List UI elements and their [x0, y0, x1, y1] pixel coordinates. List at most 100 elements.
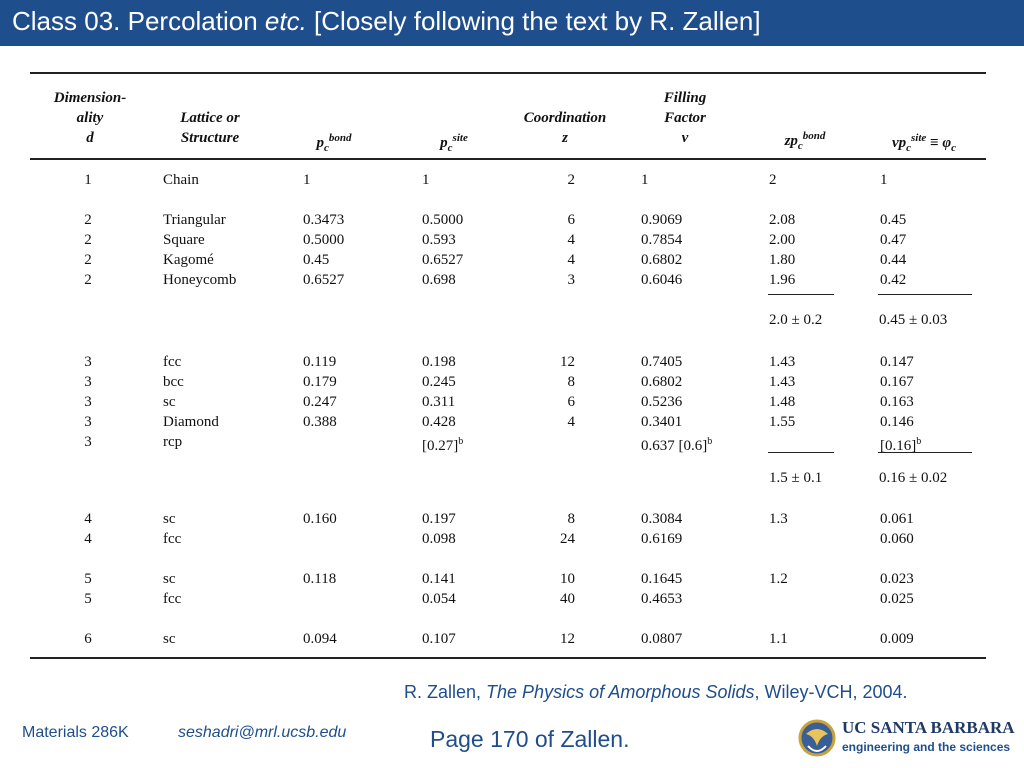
cell-coordination: 4 [567, 252, 576, 268]
cell-pc-bond: 0.160 [303, 511, 337, 527]
ucsb-logo: UC SANTA BARBARA engineering and the sci… [796, 716, 1018, 764]
cell-dimension: 6 [84, 631, 92, 647]
cell-coordination: 8 [567, 511, 576, 527]
cell-coordination: 8 [567, 374, 576, 390]
slide-title: Class 03. Percolation etc. [Closely foll… [12, 6, 761, 36]
cell-dimension: 5 [84, 571, 92, 587]
cell-zpc-bond: 2.00 [769, 232, 796, 248]
logo-line2: engineering and the sciences [842, 740, 1011, 754]
summary-vpc-site: 0.45 ± 0.03 [879, 312, 948, 328]
cell-filling-factor: 0.7854 [641, 232, 683, 248]
cell-zpc-bond: 1.2 [769, 571, 788, 587]
cell-dimension: 1 [84, 172, 92, 188]
cell-vpc-site: 0.025 [880, 591, 914, 607]
cell-vpc-site: 0.45 [880, 212, 907, 228]
cell-pc-site: 0.054 [422, 591, 456, 607]
cell-zpc-bond: 1.80 [769, 252, 796, 268]
cell-coordination: 4 [567, 232, 576, 248]
cell-filling-factor: 0.6802 [641, 374, 683, 390]
cell-vpc-site: 0.146 [880, 414, 914, 430]
cell-vpc-site: 0.060 [880, 531, 914, 547]
header-vpc-site: vpcsite ≡ φc [891, 132, 957, 154]
footer-page-note: Page 170 of Zallen. [430, 726, 630, 752]
cell-pc-bond: 0.119 [303, 354, 337, 370]
cell-pc-site: 0.098 [422, 531, 456, 547]
header-zpc-bond: zpcbond [784, 130, 826, 152]
summary-rule [768, 452, 834, 453]
cell-pc-site: 0.311 [422, 394, 456, 410]
cell-filling-factor: 0.637 [0.6]b [641, 436, 713, 454]
cell-filling-factor: 0.6169 [641, 531, 683, 547]
table-bottom-rule [30, 657, 986, 659]
cell-coordination: 12 [560, 354, 575, 370]
footer-course: Materials 286K [22, 724, 129, 741]
cell-coordination: 4 [567, 414, 576, 430]
cell-lattice: bcc [163, 374, 184, 390]
cell-filling-factor: 0.0807 [641, 631, 683, 647]
table-top-rule [30, 72, 986, 74]
cell-zpc-bond: 1.48 [769, 394, 796, 410]
cell-coordination: 6 [567, 212, 576, 228]
cell-coordination: 10 [560, 571, 575, 587]
cell-vpc-site: 0.167 [880, 374, 914, 390]
cell-pc-bond: 0.5000 [303, 232, 345, 248]
header-coordination: Coordination z [523, 110, 607, 146]
cell-lattice: fcc [163, 354, 182, 370]
cell-filling-factor: 0.3084 [641, 511, 683, 527]
cell-pc-site: 0.197 [422, 511, 456, 527]
cell-pc-site: 0.107 [422, 631, 456, 647]
cell-dimension: 2 [84, 212, 92, 228]
cell-filling-factor: 0.3401 [641, 414, 683, 430]
cell-zpc-bond: 1.3 [769, 511, 788, 527]
cell-lattice: fcc [163, 591, 182, 607]
summary-zpc-bond: 1.5 ± 0.1 [769, 470, 823, 486]
cell-pc-bond: 0.118 [303, 571, 337, 587]
cell-vpc-site: 0.47 [880, 232, 907, 248]
cell-vpc-site: [0.16]b [880, 436, 922, 454]
cell-lattice: sc [163, 571, 176, 587]
cell-pc-bond: 0.6527 [303, 272, 345, 288]
cell-pc-site: 0.245 [422, 374, 456, 390]
percolation-table: Dimension- ality d Lattice or Structure … [30, 72, 986, 662]
cell-zpc-bond: 2 [769, 172, 777, 188]
summary-rule [768, 294, 834, 295]
cell-pc-site: 0.5000 [422, 212, 464, 228]
cell-pc-site: 1 [422, 172, 430, 188]
header-dimensionality: Dimension- ality d [53, 90, 127, 146]
cell-vpc-site: 0.163 [880, 394, 914, 410]
cell-coordination: 12 [560, 631, 575, 647]
cell-zpc-bond: 2.08 [769, 212, 796, 228]
cell-vpc-site: 0.44 [880, 252, 907, 268]
cell-coordination: 24 [560, 531, 575, 547]
cell-pc-bond: 0.3473 [303, 212, 345, 228]
ucsb-seal-icon [798, 719, 836, 757]
cell-filling-factor: 0.1645 [641, 571, 683, 587]
cell-filling-factor: 0.6802 [641, 252, 683, 268]
cell-zpc-bond: 1.43 [769, 374, 796, 390]
header-filling-factor: Filling Factor v [663, 90, 707, 146]
cell-zpc-bond: 1.96 [769, 272, 796, 288]
cell-pc-bond: 0.388 [303, 414, 337, 430]
cell-coordination: 40 [560, 591, 575, 607]
summary-rule [878, 294, 972, 295]
cell-zpc-bond: 1.43 [769, 354, 796, 370]
cell-zpc-bond: 1.1 [769, 631, 788, 647]
cell-pc-bond: 0.179 [303, 374, 337, 390]
cell-lattice: Chain [163, 172, 199, 188]
header-lattice: Lattice or Structure [180, 110, 240, 146]
cell-zpc-bond: 1.55 [769, 414, 796, 430]
cell-dimension: 5 [84, 591, 92, 607]
cell-filling-factor: 0.9069 [641, 212, 683, 228]
cell-lattice: sc [163, 511, 176, 527]
summary-vpc-site: 0.16 ± 0.02 [879, 470, 948, 486]
cell-pc-site: 0.198 [422, 354, 456, 370]
cell-coordination: 6 [567, 394, 576, 410]
cell-vpc-site: 0.147 [880, 354, 914, 370]
cell-dimension: 2 [84, 232, 92, 248]
cell-pc-site: 0.428 [422, 414, 456, 430]
cell-vpc-site: 1 [880, 172, 888, 188]
cell-dimension: 3 [84, 434, 92, 450]
cell-lattice: Diamond [163, 414, 219, 430]
footer-email[interactable]: seshadri@mrl.ucsb.edu [178, 724, 347, 741]
header-pc-site: pcsite [440, 132, 468, 154]
